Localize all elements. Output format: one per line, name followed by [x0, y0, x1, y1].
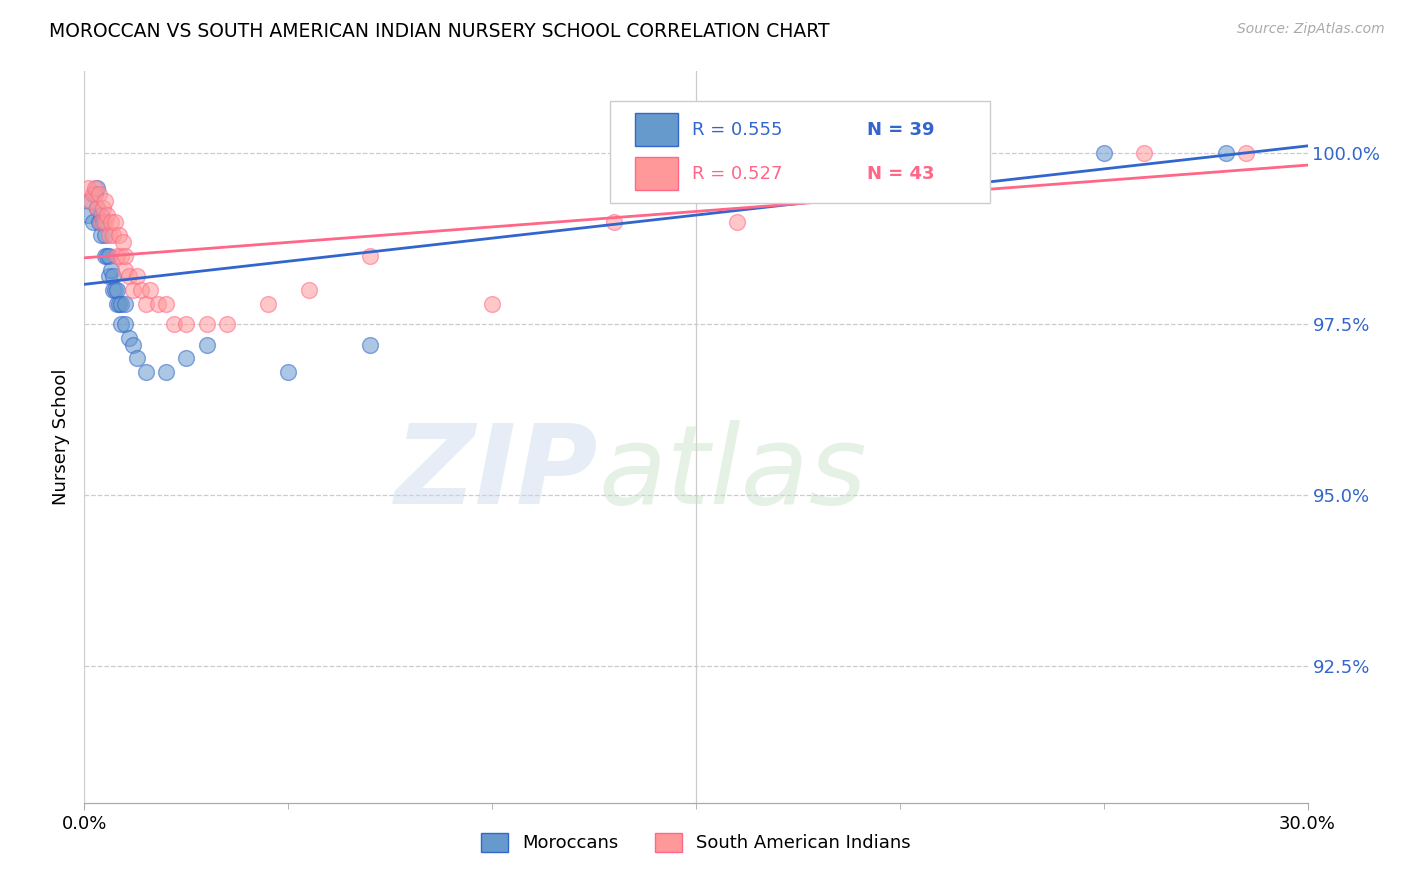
Point [277, 365, 299, 379]
FancyBboxPatch shape [610, 101, 990, 203]
Point [1133, 146, 1156, 161]
Point [83, 180, 105, 194]
Point [359, 249, 381, 263]
Point [90, 215, 112, 229]
Point [93, 249, 115, 263]
Text: R = 0.527: R = 0.527 [692, 165, 783, 183]
Point [91, 201, 114, 215]
Point [114, 318, 136, 332]
Legend: Moroccans, South American Indians: Moroccans, South American Indians [474, 826, 918, 860]
Point [127, 351, 149, 366]
Point [79, 194, 101, 209]
Point [1215, 146, 1237, 161]
Point [105, 249, 128, 263]
Point [108, 228, 131, 243]
Point [257, 297, 280, 311]
Point [195, 338, 218, 352]
Point [1236, 146, 1258, 161]
Text: MOROCCAN VS SOUTH AMERICAN INDIAN NURSERY SCHOOL CORRELATION CHART: MOROCCAN VS SOUTH AMERICAN INDIAN NURSER… [49, 22, 830, 41]
Point [82, 187, 104, 202]
Text: ZIP: ZIP [395, 420, 598, 527]
Point [87, 215, 110, 229]
Point [96, 208, 118, 222]
Point [112, 235, 135, 250]
Point [93, 194, 115, 209]
Point [104, 215, 127, 229]
Point [77, 208, 100, 222]
Point [96, 249, 118, 263]
Point [131, 283, 153, 297]
Point [90, 208, 112, 222]
Bar [636, 157, 678, 190]
Point [97, 249, 120, 263]
Point [217, 318, 239, 332]
Point [163, 318, 186, 332]
Point [118, 331, 141, 345]
Point [108, 297, 131, 311]
Point [110, 249, 132, 263]
Point [127, 269, 149, 284]
Point [101, 283, 124, 297]
Text: Source: ZipAtlas.com: Source: ZipAtlas.com [1237, 22, 1385, 37]
Point [481, 297, 503, 311]
Text: R = 0.555: R = 0.555 [692, 121, 783, 139]
Y-axis label: Nursery School: Nursery School [52, 368, 70, 506]
Point [138, 283, 160, 297]
Point [100, 262, 122, 277]
Point [110, 318, 132, 332]
Point [87, 187, 110, 202]
Point [105, 297, 128, 311]
Point [970, 146, 993, 161]
Text: N = 43: N = 43 [868, 165, 935, 183]
Point [93, 215, 115, 229]
Point [100, 215, 122, 229]
Point [90, 228, 112, 243]
Point [725, 215, 748, 229]
Point [155, 365, 177, 379]
Point [195, 318, 218, 332]
Point [603, 215, 626, 229]
Point [104, 283, 127, 297]
Point [86, 201, 108, 215]
Point [122, 338, 145, 352]
Point [86, 180, 108, 194]
Point [135, 297, 157, 311]
Point [110, 297, 132, 311]
Text: N = 39: N = 39 [868, 121, 935, 139]
Point [91, 215, 114, 229]
Point [174, 318, 197, 332]
Point [155, 297, 177, 311]
Point [807, 146, 830, 161]
Point [118, 269, 141, 284]
Point [114, 262, 136, 277]
Point [114, 297, 136, 311]
Point [86, 201, 108, 215]
Point [298, 283, 321, 297]
Point [101, 228, 124, 243]
Point [97, 228, 120, 243]
Point [359, 338, 381, 352]
Point [97, 269, 120, 284]
Point [1092, 146, 1115, 161]
Point [82, 215, 104, 229]
Point [685, 146, 707, 161]
Point [79, 194, 101, 209]
Point [83, 187, 105, 202]
Point [174, 351, 197, 366]
Point [105, 283, 128, 297]
Point [135, 365, 157, 379]
Point [114, 249, 136, 263]
Bar [636, 113, 678, 146]
Point [77, 180, 100, 194]
Point [146, 297, 169, 311]
Point [122, 283, 145, 297]
Point [93, 228, 115, 243]
Text: atlas: atlas [598, 420, 866, 527]
Point [889, 146, 911, 161]
Point [101, 269, 124, 284]
